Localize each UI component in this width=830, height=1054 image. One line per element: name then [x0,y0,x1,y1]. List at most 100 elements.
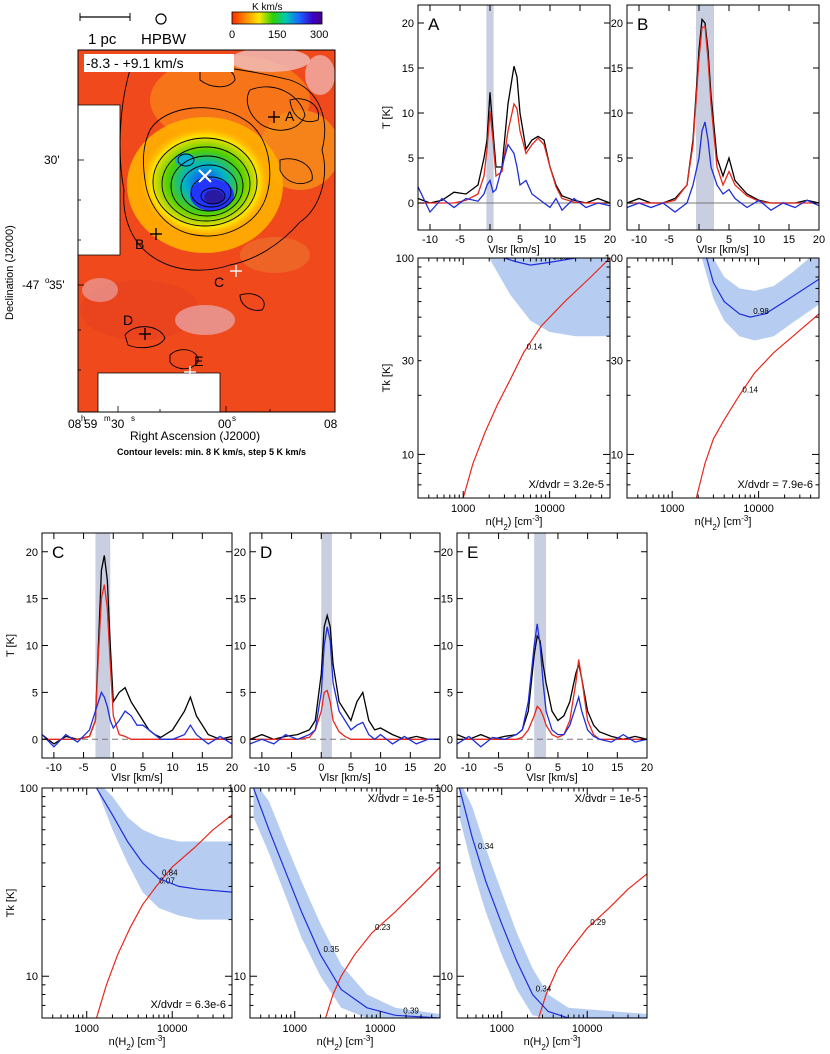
contour-label: 0.84 [162,869,178,878]
x-tick-label: 1000 [489,1023,513,1035]
red-contour-line [538,873,647,1018]
y-tick-label: 10 [402,108,414,120]
position-label: A [285,108,295,124]
x-axis-label: Vlsr [km/s] [697,244,748,256]
y-tick-label: 5 [408,153,414,165]
x-tick-label: -10 [461,762,477,774]
x-tick-label: -10 [254,762,270,774]
x-axis-label: n(H2) [cm-3] [695,514,752,532]
plot-frame [417,4,611,231]
spectrum-panel-e: -10 -5 0 5 10 15 20 0 5 10 15 20 Vlsr [km/s] E [441,532,653,784]
x-tick-label: 15 [196,762,208,774]
contour-label: 0.14 [527,343,543,352]
x-tick-label: 0 [487,234,493,246]
plot-frame [626,257,820,499]
map-xtick: 08 [324,417,338,431]
map-xtick: 00 [218,417,232,431]
plot-frame [456,532,648,759]
xdvdr-annotation: X/dvdr = 1e-5 [575,793,641,805]
contour-label: 0.98 [753,307,769,316]
y-tick-label: 0 [617,198,623,210]
blue-contour-line [252,788,440,1018]
velocity-label-bg [84,54,234,72]
hpbw-circle [155,13,167,25]
map-contours [119,64,326,370]
x-tick-label: 0 [525,762,531,774]
contour-label: 0.14 [742,385,758,394]
plot-frame [417,257,611,499]
y-tick-label: 5 [617,153,623,165]
x-tick-label: -5 [455,234,465,246]
x-tick-label: 10000 [365,1023,396,1035]
x-axis-label: Vlsr [km/s] [488,244,539,256]
black-spectrum-line [456,634,648,740]
x-tick-label: 10000 [572,1023,603,1035]
x-tick-label: 5 [348,762,354,774]
blue-spectrum-line [626,121,820,213]
x-axis-label: Vlsr [km/s] [111,772,162,784]
position-marker-b: B [135,228,162,252]
blue-contour-line [504,258,579,266]
map-xticks: 08 h 59 m 30 s 00 s 08 [68,414,338,431]
plot-area: 0.23 0.35 0.39 [252,788,440,1018]
y-tick-label: 0 [32,734,38,746]
x-tick-label: -10 [46,762,62,774]
y-tick-label: 10 [234,641,246,653]
y-axis-label: T [K] [5,634,17,657]
red-spectrum-line [42,584,232,740]
x-tick-label: 0 [696,234,702,246]
blue-contour-line [706,258,819,318]
red-contour-line [95,814,232,1018]
black-spectrum-line [41,555,233,745]
y-tick-label: 15 [402,63,414,75]
spectrum-panel-d: -10 -5 0 5 10 15 20 0 5 10 15 20 Vlsr [km/s] D [234,532,446,784]
black-spectrum-line [249,612,440,740]
map-axes [78,159,271,412]
y-tick-label: 10 [441,971,453,983]
velocity-range: -8.3 - +9.1 km/s [86,55,184,71]
contour-label: 0.39 [403,1006,419,1015]
blue-contour-line [95,788,232,893]
excitation-panel-b-bottom: 0.14 0.98 1000 10000 10 30 100 n(H2) [cm-3] X/dv… [605,253,820,532]
spectrum-panel-c: -10 -5 0 5 10 15 20 0 5 10 15 20 Vlsr [km/s] T [K] C [5,532,238,784]
y-tick-label: 100 [396,253,414,265]
x-tick-label: 15 [404,762,416,774]
x-tick-label: 10 [582,762,594,774]
y-tick-label: 10 [441,641,453,653]
spectra-panels: -10 -5 0 5 10 15 20 0 5 10 15 20 Vlsr [km/s] T [K] A -1… [5,4,825,1052]
plot-frame [626,4,820,231]
panel-label: B [637,15,648,34]
y-tick-label: 10 [26,641,38,653]
excitation-panel-e-bottom: 0.29 0.34 0.34 1000 10000 10 100 n(H2) [cm-3] X/… [435,783,648,1052]
y-tick-label: 0 [408,198,414,210]
xdvdr-annotation: X/dvdr = 3.2e-5 [528,479,604,491]
map-ylabel: Declination (J2000) [4,225,16,320]
black-spectrum-line [626,17,820,204]
red-spectrum-line [250,689,440,740]
y-tick-label: 20 [26,547,38,559]
x-tick-label: 20 [604,234,616,246]
map-header: 1 pc HPBW K km/s 0 150 300 [79,2,328,48]
y-tick-label: 0 [447,734,453,746]
x-tick-label: -5 [79,762,89,774]
y-tick-label: 5 [447,687,453,699]
uncertainty-band [96,788,232,920]
velocity-band [95,533,111,758]
xdvdr-annotation: X/dvdr = 6.3e-6 [150,999,226,1011]
x-tick-label: 10 [544,234,556,246]
x-tick-label: 10 [375,762,387,774]
y-tick-label: 100 [228,783,246,795]
blue-spectrum-line [249,626,440,745]
uncertainty-band [253,788,440,1018]
map-ytick: 30' [44,153,60,167]
y-tick-label: 30 [611,356,623,368]
spectrum-panel-b: -10 -5 0 5 10 15 20 0 5 10 15 20 Vlsr [km/s] B [611,4,825,256]
map-xtick: s [131,414,135,423]
uncertainty-band [489,258,610,337]
map-ytick: -47 [22,278,40,292]
y-tick-label: 10 [611,449,623,461]
map-ytick-sup: o [45,276,50,285]
x-axis-label: n(H2) [cm-3] [109,1034,166,1052]
x-tick-label: 1000 [451,503,475,515]
contour-label: 0.34 [478,842,494,851]
